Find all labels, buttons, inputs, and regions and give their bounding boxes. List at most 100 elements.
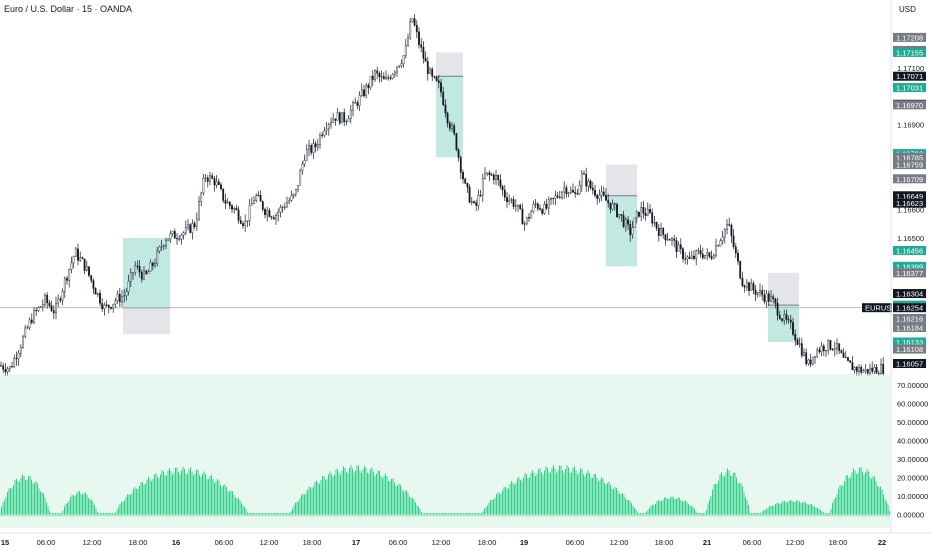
candle-body: [127, 281, 130, 292]
candle-body: [523, 223, 526, 225]
candle-body: [96, 292, 99, 295]
candle-body: [149, 262, 152, 272]
price-tag-label: 1.16649: [896, 192, 923, 201]
candle-body: [497, 175, 500, 181]
candle-body: [261, 201, 264, 210]
candle-body: [653, 222, 656, 224]
candle-body: [79, 257, 82, 261]
candle-body: [409, 21, 412, 39]
time-tick-label: 22: [878, 538, 886, 547]
price-tag: [893, 32, 926, 42]
candle-body: [787, 319, 790, 321]
candle-body: [358, 95, 361, 106]
price-tag: [893, 83, 926, 93]
candle-body: [543, 203, 546, 214]
candle-body: [558, 196, 561, 198]
candle-body: [640, 207, 643, 217]
oscillator-tick-label: 50.00000: [897, 418, 928, 427]
candle-body: [578, 185, 581, 195]
candle-body: [794, 334, 797, 341]
candle-body: [574, 191, 577, 194]
candle-body: [596, 195, 599, 199]
candle-body: [178, 238, 181, 240]
candle-body: [836, 343, 838, 349]
position-stop-zone[interactable]: [768, 272, 799, 306]
price-tag: [893, 152, 926, 162]
candle-body: [411, 18, 414, 23]
candle-body: [396, 66, 398, 73]
candle-body: [616, 203, 618, 217]
time-axis[interactable]: 15 06:00 12:00 18:00 16 06:00 12:00 18:00 17 06:0…: [0, 532, 932, 547]
price-tag-label: 1.16623: [896, 199, 923, 208]
candle-body: [712, 255, 715, 259]
candle-body: [739, 261, 742, 279]
candle-body: [811, 356, 814, 365]
position-target-zone[interactable]: [436, 76, 463, 158]
candle-body: [466, 183, 469, 188]
candle-body: [301, 163, 304, 172]
price-tag-label: 1.17155: [896, 48, 923, 57]
candle-body: [312, 143, 315, 153]
candle-body: [327, 124, 330, 130]
candle-body: [484, 173, 486, 179]
time-tick-label: 18:00: [303, 538, 322, 547]
candle-body: [853, 366, 856, 371]
time-tick-label: 16: [172, 538, 180, 547]
candle-body: [470, 201, 473, 203]
candle-body: [81, 257, 84, 260]
candle-body: [459, 157, 462, 173]
candle-body: [193, 223, 196, 227]
candle-body: [187, 224, 189, 228]
position-stop-zone[interactable]: [436, 52, 463, 77]
candle-body: [477, 194, 480, 206]
candle-body: [798, 343, 801, 345]
price-pane[interactable]: [0, 14, 890, 380]
candle-body: [629, 224, 632, 235]
time-tick-label: 12:00: [786, 538, 805, 547]
candle-body: [125, 291, 128, 296]
position-stop-zone[interactable]: [123, 307, 170, 335]
candle-body: [783, 314, 786, 321]
candle-body: [231, 205, 233, 210]
time-tick-label: 21: [703, 538, 711, 547]
candle-body: [206, 177, 209, 182]
candle-body: [767, 293, 770, 302]
price-axis[interactable]: 1.17100 1.16900 1.16600 1.16500 1.17208 1.171…: [862, 0, 926, 533]
candle-body: [699, 250, 702, 255]
candle-body: [90, 275, 93, 281]
candle-body: [294, 188, 297, 195]
candle-body: [85, 266, 88, 271]
candle-body: [743, 285, 746, 288]
candle-body: [107, 304, 110, 308]
candle-body: [475, 202, 478, 206]
candle-body: [202, 177, 205, 194]
position-stop-zone[interactable]: [606, 164, 637, 196]
oscillator-axis: 70.00000 60.00000 50.00000 40.00000 30.00000…: [897, 381, 928, 519]
candle-body: [356, 102, 359, 106]
candle-body: [464, 178, 467, 184]
candle-body: [270, 216, 273, 218]
candle-body: [237, 209, 240, 221]
candle-body: [855, 366, 858, 372]
candle-body: [224, 200, 227, 204]
candle-body: [591, 187, 594, 191]
candle-body: [519, 204, 522, 210]
candle-body: [833, 347, 836, 350]
oscillator-pane[interactable]: [0, 374, 890, 528]
candle-body: [547, 199, 550, 209]
candle-body: [822, 345, 825, 351]
candle-body: [495, 175, 497, 180]
candle-body: [827, 340, 830, 351]
candle-body: [607, 200, 610, 204]
price-tag-label: 1.17071: [896, 72, 923, 81]
candle-body: [701, 253, 704, 259]
candle-body: [655, 222, 658, 229]
time-tick-label: 18:00: [829, 538, 848, 547]
candle-body: [83, 258, 86, 271]
candle-body: [204, 177, 207, 179]
candle-body: [15, 357, 18, 360]
candle-body: [17, 352, 20, 360]
time-tick-label: 12:00: [260, 538, 279, 547]
candle-body: [671, 238, 673, 241]
